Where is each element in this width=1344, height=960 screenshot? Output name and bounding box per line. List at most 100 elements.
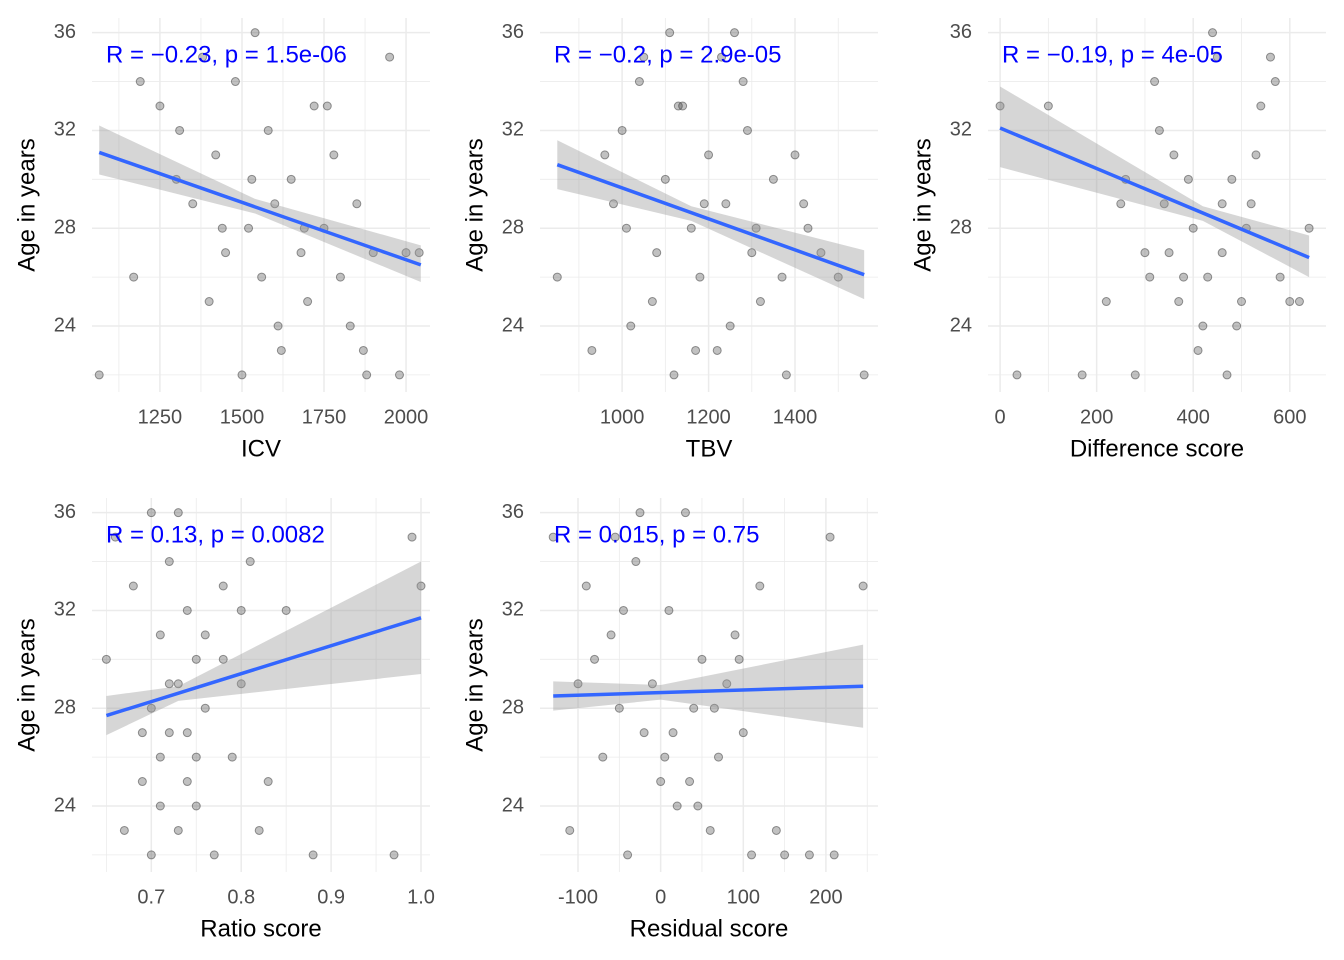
x-tick-label: 1750 [302,406,347,428]
point [639,728,649,738]
point [725,321,735,331]
point [137,777,147,787]
point [303,297,313,307]
point [218,654,228,664]
point [245,557,255,567]
point [734,654,744,664]
x-tick-label: 1500 [220,406,265,428]
point [1227,174,1237,184]
point [858,581,868,591]
point [781,370,791,380]
point [686,223,696,233]
point [1304,223,1314,233]
y-axis-title: Age in years [13,138,40,271]
x-tick-label: 0.8 [227,886,255,908]
point [639,52,649,62]
point [188,199,198,209]
fit-line [999,126,1310,260]
point [257,272,267,282]
point [119,825,129,835]
point [1159,199,1169,209]
point [1217,199,1227,209]
confidence-band [106,561,422,736]
y-tick-label: 24 [54,794,76,816]
x-axis-title: Difference score [1070,435,1244,462]
point [608,199,618,209]
point [164,557,174,567]
point [804,850,814,860]
point [714,752,724,762]
point [1208,28,1218,38]
point [803,223,813,233]
point [146,703,156,713]
point [685,777,695,787]
x-tick-label: 1250 [138,406,183,428]
point [565,825,575,835]
point [751,223,761,233]
point [254,825,264,835]
point [816,248,826,258]
point [230,77,240,87]
x-tick-label: 200 [809,886,842,908]
point [329,150,339,160]
x-tick-label: 600 [1273,406,1306,428]
y-tick-label: 32 [950,119,972,141]
point [281,605,291,615]
x-tick-label: 1200 [686,406,731,428]
x-axis-title: Residual score [630,915,789,942]
point [704,150,714,160]
point [128,581,138,591]
point [712,345,722,355]
annotation: R = −0.23, p = 1.5e-06 [106,41,347,68]
point [581,581,591,591]
point [1145,272,1155,282]
point [204,297,214,307]
point [722,679,732,689]
point [250,28,260,38]
point [755,581,765,591]
point [155,101,165,111]
point [672,801,682,811]
point [647,297,657,307]
point [322,101,332,111]
point [1130,370,1140,380]
point [587,345,597,355]
point [155,752,165,762]
point [626,321,636,331]
x-axis-title: ICV [241,435,281,462]
point [660,752,670,762]
point [146,508,156,518]
annotation: R = −0.2, p = 2.9e-05 [554,41,782,68]
point [345,321,355,331]
point [217,223,227,233]
point [747,248,757,258]
point [335,272,345,282]
point [200,703,210,713]
annotation: R = 0.015, p = 0.75 [554,521,760,548]
fit-line [556,163,865,277]
point [606,630,616,640]
x-tick-label: 1000 [600,406,645,428]
point [110,532,120,542]
panel: 24 28 32 36 1250 1500 1750 2000 R = −0.23, p = 1… [13,18,430,462]
point [1012,370,1022,380]
point [829,850,839,860]
point [221,248,231,258]
x-axis-title: TBV [686,435,733,462]
point [1246,199,1256,209]
point [647,679,657,689]
point [691,345,701,355]
point [352,199,362,209]
y-tick-label: 32 [54,599,76,621]
point [182,605,192,615]
point [635,508,645,518]
y-axis-title: Age in years [461,618,488,751]
point [247,174,257,184]
point [1294,297,1304,307]
point [286,174,296,184]
point [209,850,219,860]
x-tick-label: 1.0 [407,886,435,908]
point [738,728,748,738]
point [1150,77,1160,87]
point [236,605,246,615]
